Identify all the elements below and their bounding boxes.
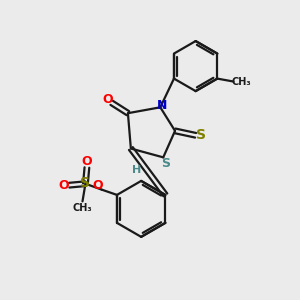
Text: O: O xyxy=(103,93,113,106)
Text: S: S xyxy=(80,176,90,190)
Text: CH₃: CH₃ xyxy=(73,203,92,213)
Text: O: O xyxy=(92,179,103,192)
Text: S: S xyxy=(161,157,170,170)
Text: N: N xyxy=(157,99,168,112)
Text: O: O xyxy=(58,179,69,192)
Text: CH₃: CH₃ xyxy=(232,76,252,86)
Text: H: H xyxy=(132,165,142,175)
Text: O: O xyxy=(82,155,92,168)
Text: S: S xyxy=(196,128,206,142)
